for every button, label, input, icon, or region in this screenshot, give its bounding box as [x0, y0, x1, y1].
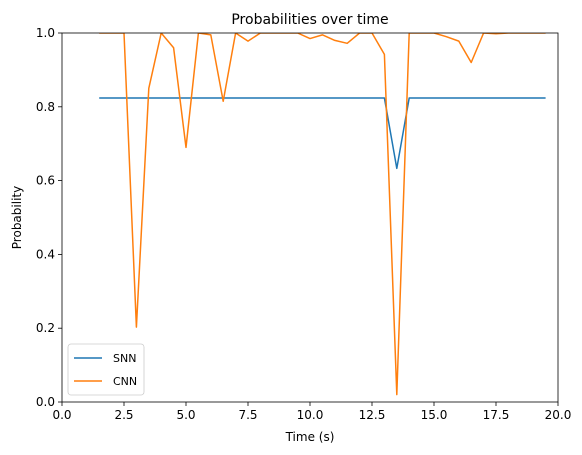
y-axis-label: Probability	[10, 186, 24, 249]
y-tick-label: 0.6	[36, 174, 55, 188]
x-tick-label: 5.0	[176, 408, 195, 422]
legend-label-snn: SNN	[113, 352, 136, 365]
series-line-cnn	[99, 33, 546, 396]
y-tick-label: 0.8	[36, 100, 55, 114]
y-tick-label: 0.0	[36, 395, 55, 409]
series-lines	[99, 33, 546, 396]
x-tick-label: 10.0	[297, 408, 324, 422]
x-tick-label: 0.0	[52, 408, 71, 422]
legend-label-cnn: CNN	[113, 375, 137, 388]
legend: SNN CNN	[67, 343, 145, 396]
x-tick-label: 7.5	[238, 408, 257, 422]
x-tick-label: 12.5	[359, 408, 386, 422]
x-tick-label: 2.5	[114, 408, 133, 422]
x-axis-label: Time (s)	[285, 430, 335, 444]
y-tick-label: 1.0	[36, 26, 55, 40]
series-line-snn	[99, 97, 546, 170]
x-tick-label: 17.5	[483, 408, 510, 422]
chart-title: Probabilities over time	[231, 12, 388, 28]
legend-box	[67, 343, 145, 396]
y-axis: 0.0 0.2 0.4 0.6 0.8 1.0	[36, 26, 62, 409]
x-tick-label: 15.0	[421, 408, 448, 422]
x-tick-label: 20.0	[545, 408, 572, 422]
y-tick-label: 0.4	[36, 247, 55, 261]
y-tick-label: 0.2	[36, 321, 55, 335]
x-axis: 0.0 2.5 5.0 7.5 10.0 12.5 15.0 17.5 20.0	[52, 402, 571, 422]
plot-frame	[61, 32, 559, 403]
